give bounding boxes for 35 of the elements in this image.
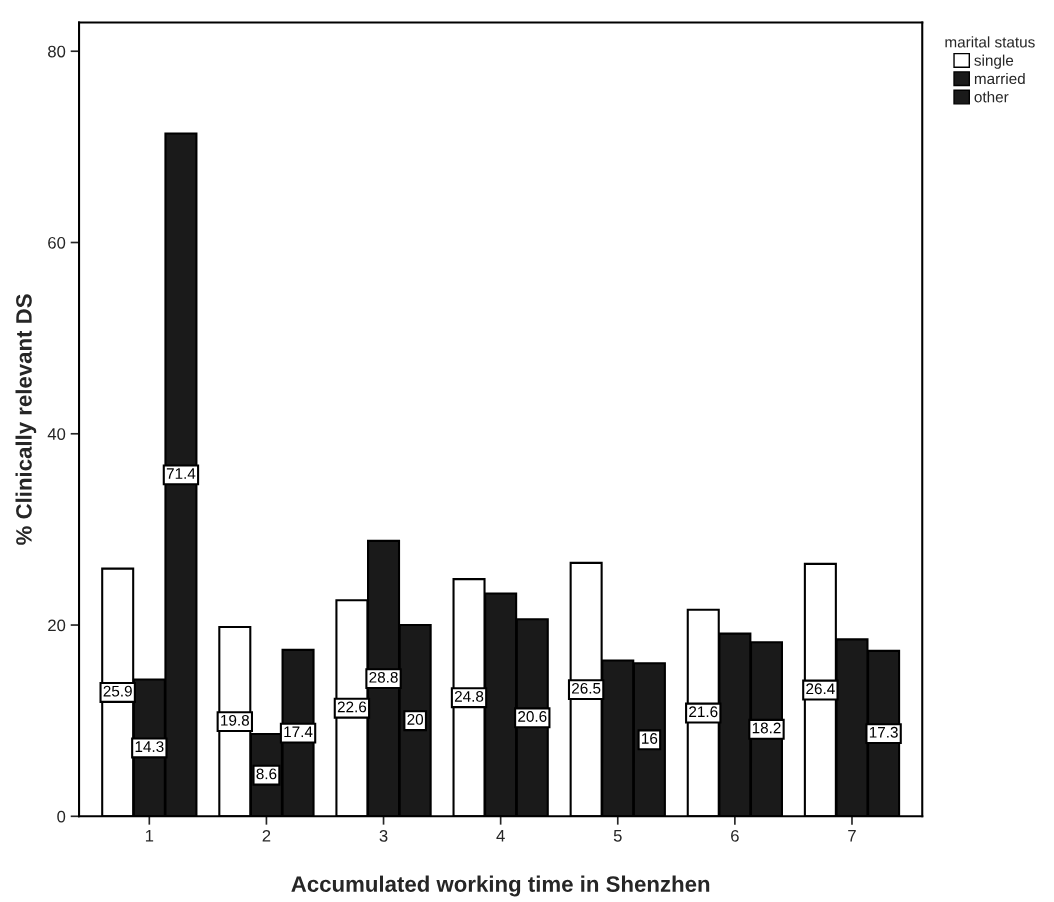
data-label: 24.8 bbox=[454, 691, 484, 702]
data-label: 17.4 bbox=[284, 726, 313, 738]
y-tick-label: 0 bbox=[57, 810, 66, 823]
x-tick-label: 5 bbox=[613, 830, 622, 842]
data-label: 14.3 bbox=[135, 741, 164, 753]
data-label: 22.6 bbox=[337, 701, 367, 713]
x-axis-title: Accumulated working time in Shenzhen bbox=[291, 875, 710, 897]
y-tick-label: 80 bbox=[48, 45, 66, 58]
data-label: 26.4 bbox=[806, 683, 835, 695]
data-label: 20 bbox=[407, 713, 424, 725]
data-label: 28.8 bbox=[369, 671, 398, 683]
y-tick-label: 60 bbox=[48, 236, 66, 249]
data-label: 18.2 bbox=[752, 722, 781, 734]
data-label: 8.6 bbox=[256, 768, 277, 780]
data-label: 21.6 bbox=[689, 706, 718, 718]
x-tick-label: 1 bbox=[145, 830, 154, 842]
data-label: 71.4 bbox=[166, 468, 196, 479]
y-axis-title: % Clinically relevant DS bbox=[15, 294, 37, 545]
data-label: 26.5 bbox=[572, 682, 601, 694]
legend-label: other bbox=[974, 91, 1009, 103]
data-label: 16 bbox=[642, 733, 658, 744]
x-tick-label: 6 bbox=[731, 829, 739, 842]
data-label: 20.6 bbox=[518, 711, 547, 722]
y-tick-label: 40 bbox=[47, 428, 66, 440]
data-label: 19.8 bbox=[221, 714, 250, 726]
x-tick-label: 4 bbox=[496, 830, 505, 842]
data-label: 17.3 bbox=[869, 726, 898, 738]
x-tick-label: 7 bbox=[848, 830, 856, 842]
legend-label: single bbox=[974, 54, 1014, 69]
x-tick-label: 3 bbox=[379, 829, 388, 842]
y-tick-label: 20 bbox=[48, 619, 66, 632]
legend-label: married bbox=[974, 72, 1025, 85]
x-tick-label: 2 bbox=[262, 829, 271, 842]
legend-title: marital status bbox=[945, 36, 1035, 48]
data-label: 25.9 bbox=[103, 685, 132, 697]
